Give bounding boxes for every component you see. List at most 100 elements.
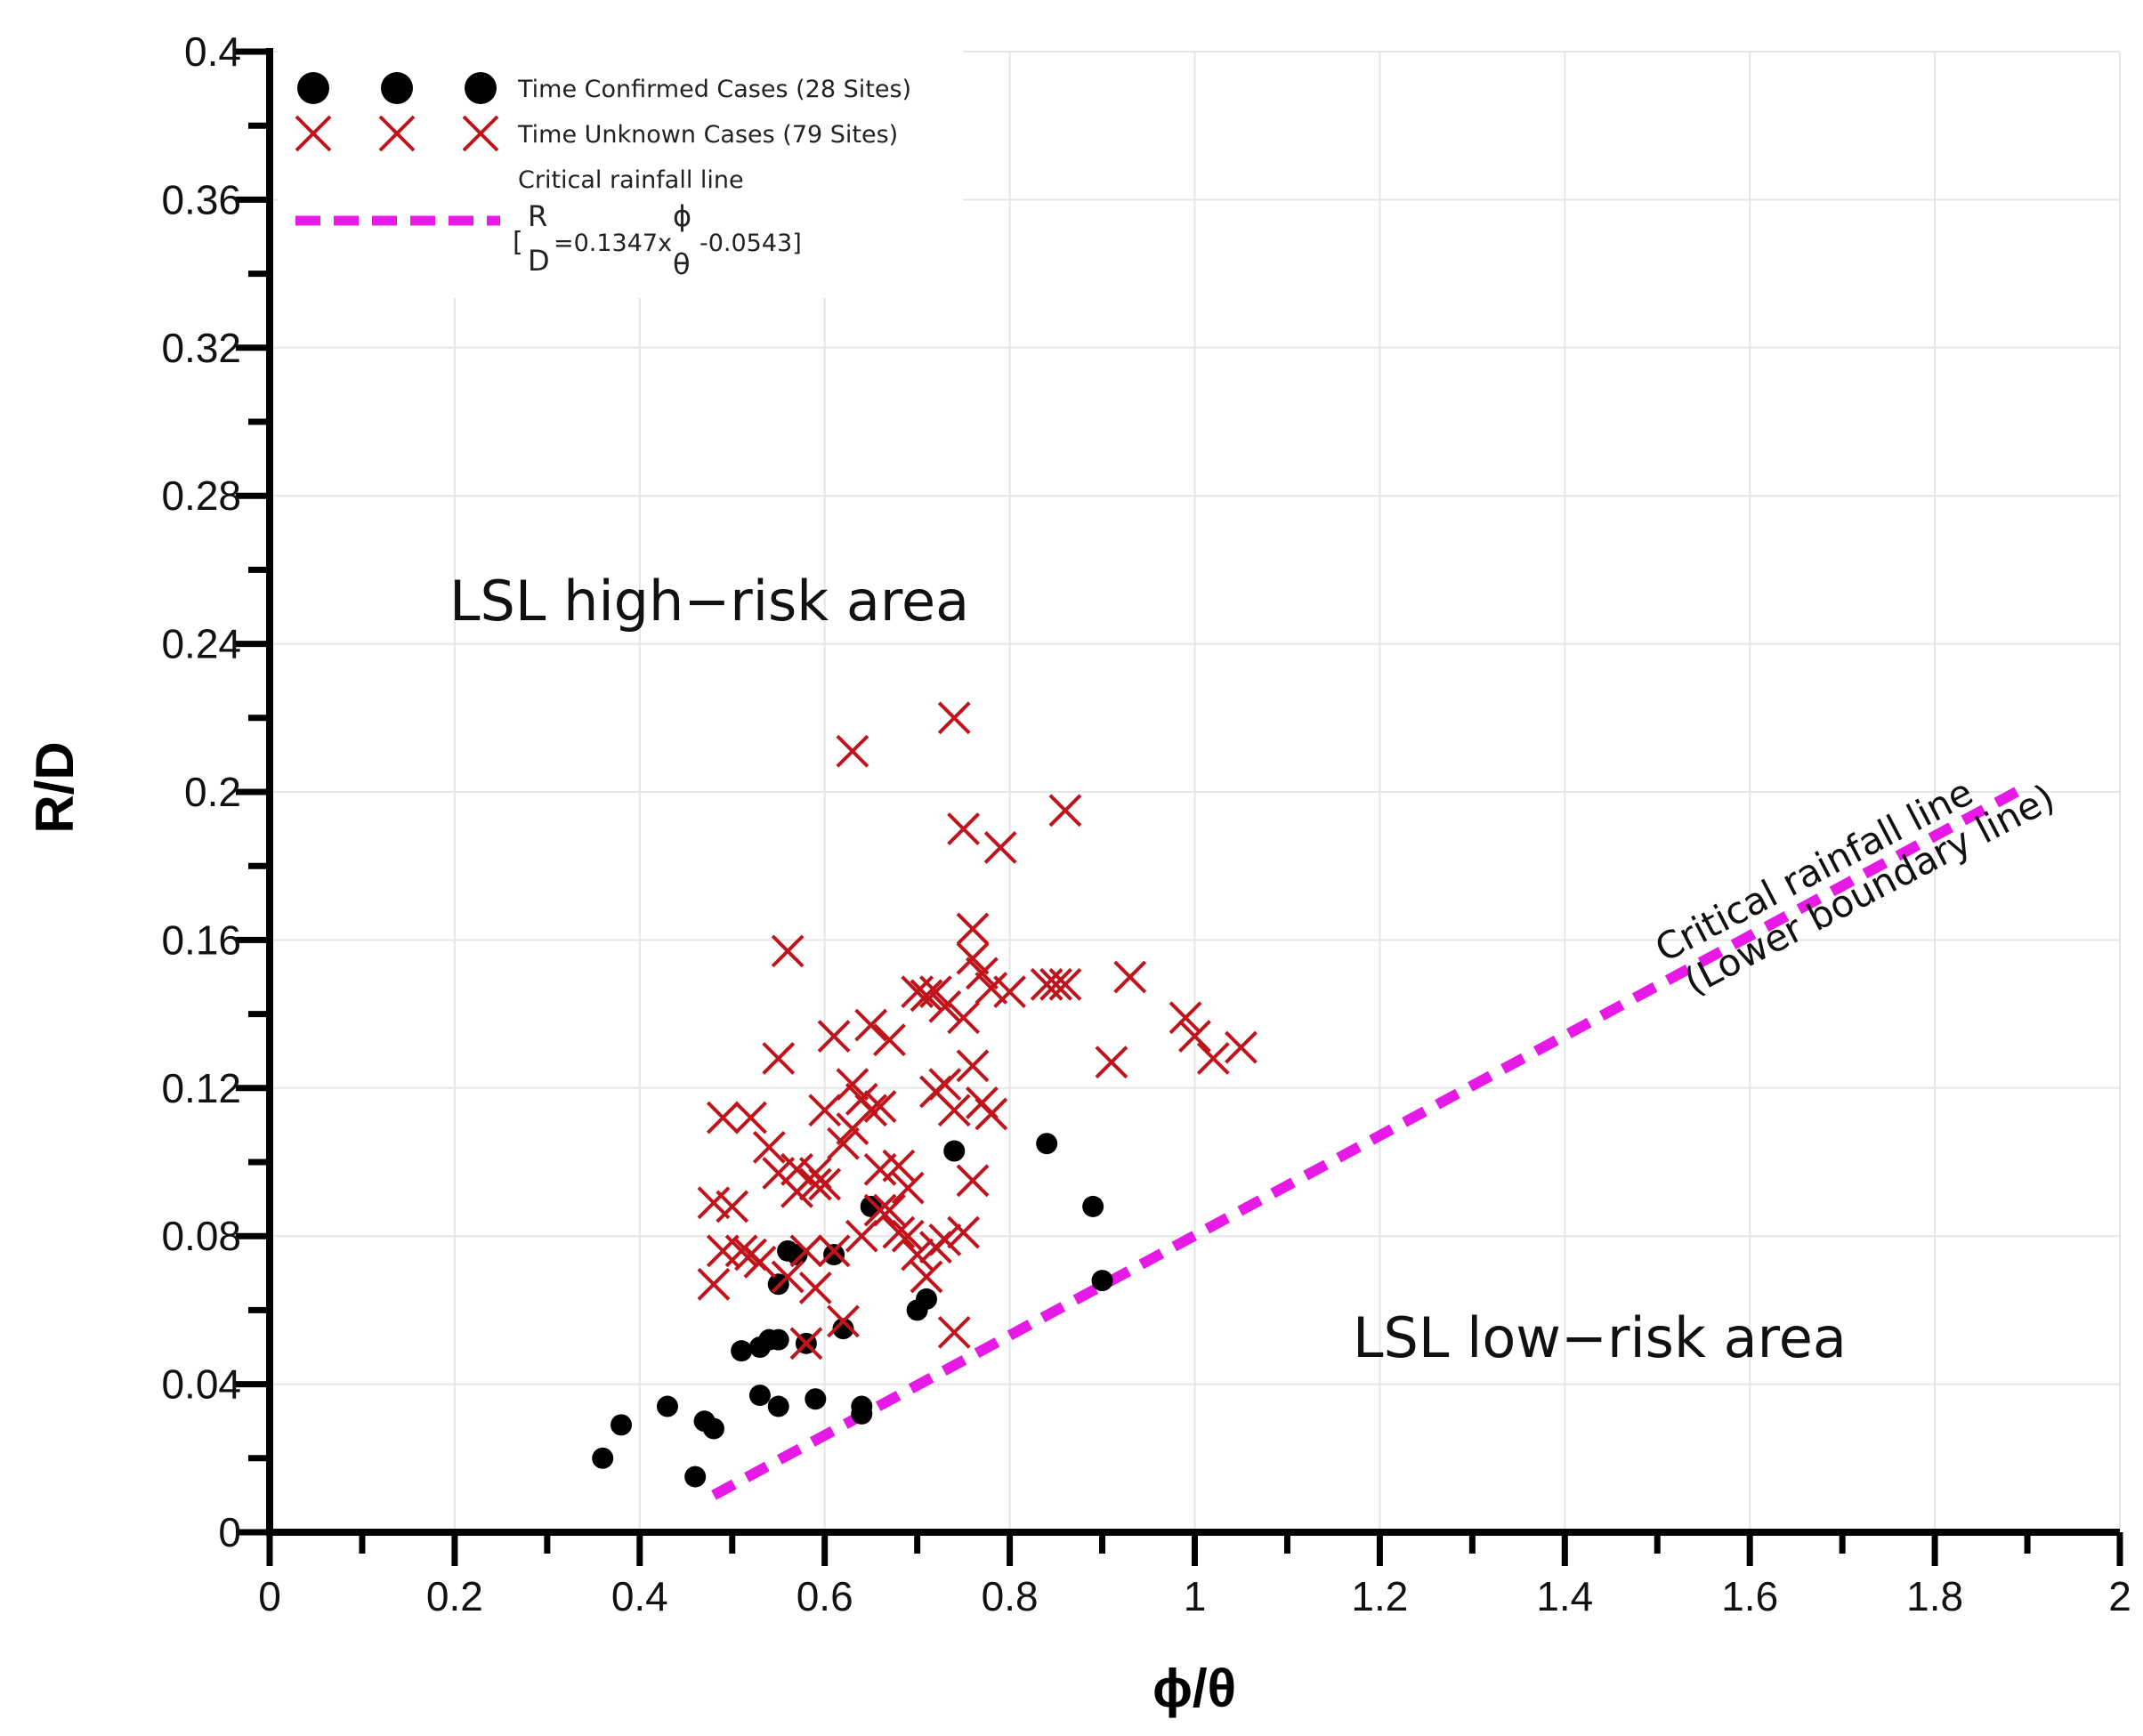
unknown-point-stroke-b bbox=[919, 975, 952, 1009]
unknown-point-stroke-b bbox=[724, 1234, 758, 1268]
y-tick-label: 0.08 bbox=[161, 1213, 241, 1259]
unknown-point bbox=[910, 979, 943, 1013]
unknown-point-stroke-b bbox=[956, 912, 990, 946]
unknown-point-stroke-b bbox=[928, 1223, 962, 1256]
unknown-point-stroke-b bbox=[947, 812, 981, 846]
legend-eq-open: [ bbox=[513, 227, 523, 258]
unknown-point bbox=[993, 975, 1027, 1009]
legend-unknown-cross bbox=[378, 115, 416, 152]
unknown-point-stroke-b bbox=[771, 1260, 805, 1294]
unknown-point bbox=[743, 1245, 777, 1279]
confirmed-point bbox=[1036, 1133, 1058, 1155]
unknown-point bbox=[724, 1234, 758, 1268]
unknown-point bbox=[734, 1101, 767, 1134]
unknown-point-stroke-b bbox=[928, 1068, 962, 1102]
x-tick-label: 1 bbox=[1184, 1573, 1207, 1619]
unknown-point bbox=[910, 1260, 943, 1294]
unknown-point-stroke-b bbox=[891, 1219, 925, 1253]
unknown-point-stroke-b bbox=[836, 734, 869, 768]
unknown-point bbox=[771, 1260, 805, 1294]
confirmed-point bbox=[748, 1385, 771, 1407]
unknown-point-stroke-b bbox=[827, 1126, 860, 1160]
unknown-point-stroke-b bbox=[928, 989, 962, 1023]
legend-confirmed-dot bbox=[381, 72, 413, 104]
x-tick-labels: 0 0.2 0.4 0.6 0.8 1 1.2 1.4 1.6 1.8 2 bbox=[258, 1573, 2131, 1619]
x-tick-label: 0.8 bbox=[982, 1573, 1039, 1619]
axis-ticks bbox=[236, 48, 2123, 1566]
unknown-point-stroke-b bbox=[863, 1193, 897, 1227]
x-axis-title: ϕ/θ bbox=[1152, 1659, 1236, 1718]
unknown-point bbox=[956, 941, 990, 975]
unknown-point-stroke-b bbox=[734, 1101, 767, 1134]
unknown-point bbox=[798, 1272, 832, 1304]
unknown-point-stroke-b bbox=[1178, 1020, 1211, 1053]
confirmed-point bbox=[592, 1447, 614, 1469]
unknown-point bbox=[974, 1097, 1008, 1131]
unknown-point bbox=[1048, 794, 1082, 828]
x-tick-label: 0.6 bbox=[797, 1573, 853, 1619]
legend-eq-d: D bbox=[528, 244, 550, 278]
unknown-point bbox=[1169, 1001, 1202, 1035]
unknown-point bbox=[854, 1008, 888, 1042]
legend-confirmed-markers bbox=[297, 72, 497, 104]
unknown-point-stroke-b bbox=[789, 1234, 823, 1268]
low-risk-label: LSL low−risk area bbox=[1353, 1305, 1847, 1370]
unknown-point-stroke-b bbox=[808, 1167, 842, 1201]
confirmed-point bbox=[767, 1395, 789, 1417]
unknown-point bbox=[863, 1193, 897, 1227]
unknown-point bbox=[1113, 960, 1147, 994]
unknown-point-stroke-b bbox=[771, 934, 805, 968]
legend-eq-end: -0.0543] bbox=[700, 230, 802, 257]
gridlines bbox=[270, 51, 2121, 1532]
unknown-point-stroke-b bbox=[827, 1304, 860, 1338]
unknown-point-stroke-b bbox=[947, 1215, 981, 1249]
unknown-point-stroke-b bbox=[817, 1020, 851, 1053]
x-tick-label: 1.8 bbox=[1906, 1573, 1963, 1619]
y-axis-title: R/D bbox=[25, 741, 85, 833]
unknown-point-stroke-b bbox=[1048, 794, 1082, 828]
unknown-point-stroke-b bbox=[808, 1094, 842, 1127]
unknown-point-stroke-b bbox=[798, 1167, 832, 1201]
confirmed-point bbox=[916, 1288, 938, 1310]
unknown-point-stroke-b bbox=[901, 1238, 934, 1272]
unknown-point bbox=[762, 1042, 796, 1075]
unknown-point bbox=[1225, 1030, 1257, 1064]
unknown-point bbox=[882, 1215, 916, 1249]
unknown-point-stroke-b bbox=[974, 1097, 1008, 1131]
unknown-point bbox=[947, 812, 981, 846]
legend: Time Confirmed Cases (28 Sites) Time Unk… bbox=[295, 72, 911, 281]
unknown-point-stroke-b bbox=[974, 972, 1008, 1005]
unknown-point bbox=[1039, 967, 1072, 1001]
unknown-point-stroke-b bbox=[845, 1219, 878, 1253]
unknown-point bbox=[854, 1094, 888, 1127]
x-tick-label: 0.2 bbox=[426, 1573, 483, 1619]
unknown-point-stroke-b bbox=[910, 979, 943, 1013]
x-tick-label: 1.4 bbox=[1536, 1573, 1593, 1619]
unknown-point-stroke-b bbox=[798, 1272, 832, 1304]
unknown-point bbox=[798, 1167, 832, 1201]
unknown-point bbox=[928, 1068, 962, 1102]
legend-eq-mid: =0.1347x bbox=[554, 230, 672, 257]
y-tick-label: 0.32 bbox=[161, 325, 241, 371]
confirmed-point bbox=[656, 1395, 678, 1417]
unknown-point bbox=[901, 1238, 934, 1272]
unknown-point-stroke-b bbox=[817, 1234, 851, 1268]
unknown-point bbox=[789, 1327, 823, 1361]
unknown-point bbox=[827, 1126, 860, 1160]
unknown-point bbox=[1178, 1020, 1211, 1053]
unknown-point-stroke-b bbox=[697, 1186, 731, 1220]
unknown-point-stroke-b bbox=[1169, 1001, 1202, 1035]
unknown-point bbox=[873, 1193, 906, 1227]
legend-line-title: Critical rainfall line bbox=[518, 166, 744, 194]
unknown-point-stroke-b bbox=[836, 1068, 869, 1102]
unknown-point-stroke-b bbox=[854, 1008, 888, 1042]
y-tick-label: 0 bbox=[218, 1509, 241, 1555]
legend-unknown-label: Time Unknown Cases (79 Sites) bbox=[517, 121, 898, 149]
legend-cross-stroke-b bbox=[462, 115, 499, 152]
confirmed-point bbox=[832, 1318, 854, 1340]
confirmed-point bbox=[1082, 1195, 1104, 1217]
unknown-point bbox=[771, 934, 805, 968]
confirmed-point bbox=[805, 1388, 827, 1410]
unknown-point-stroke-b bbox=[863, 1090, 897, 1124]
